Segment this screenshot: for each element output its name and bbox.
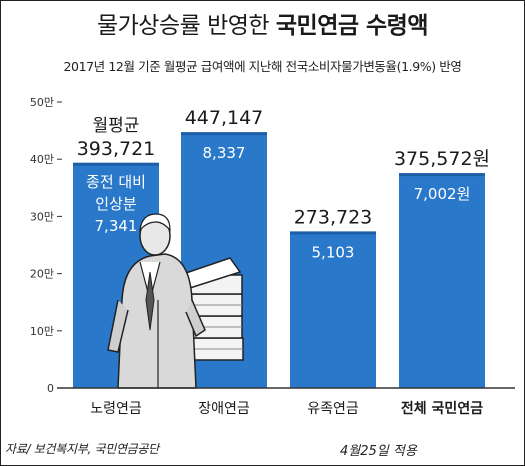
bar-top-edge: [181, 132, 267, 136]
category-label: 전체 국민연금: [401, 400, 483, 417]
source-note: 자료/ 보건복지부, 국민연금공단: [5, 442, 159, 456]
elderly-man-illustration: [107, 213, 244, 389]
y-tick-label: 30만: [30, 210, 54, 223]
increase-caption: 인상분: [95, 195, 137, 213]
increase-label: 8,337: [203, 144, 246, 162]
chart-title: 물가상승률 반영한 국민연금 수령액: [0, 6, 525, 40]
applied-date: 4월25일 적용: [340, 444, 417, 459]
y-tick-label: 40만: [30, 153, 54, 166]
title-bold: 국민연금 수령액: [275, 13, 429, 39]
y-tick-label: 0: [47, 382, 54, 395]
bar-top-edge: [290, 231, 376, 235]
title-normal: 물가상승률 반영한: [96, 13, 270, 39]
increase-label: 7,341: [95, 217, 138, 235]
bar-value-label: 375,572원: [394, 148, 490, 170]
bar-top-edge: [399, 173, 485, 177]
bar-value-caption: 월평균: [93, 116, 140, 136]
man-icon: [107, 213, 206, 389]
increase-caption: 종전 대비: [86, 173, 146, 191]
category-label: 유족연금: [307, 401, 359, 417]
bar-top-edge: [73, 162, 159, 166]
y-tick-label: 20만: [30, 268, 54, 281]
increase-label: 7,002원: [414, 185, 471, 203]
y-tick-label: 50만: [30, 96, 54, 109]
category-label: 장애연금: [198, 401, 250, 417]
bar-value-label: 273,723: [294, 206, 373, 228]
bar-value-label: 447,147: [185, 107, 264, 129]
y-tick-label: 10만: [30, 325, 54, 338]
increase-label: 5,103: [312, 243, 355, 261]
bar: [399, 173, 485, 388]
chart-subtitle: 2017년 12월 기준 월평균 급여액에 지난해 전국소비자물가변동율(1.9…: [63, 59, 462, 74]
bar: [290, 231, 376, 388]
bar-value-label: 393,721: [77, 138, 156, 160]
category-label: 노령연금: [90, 401, 142, 417]
